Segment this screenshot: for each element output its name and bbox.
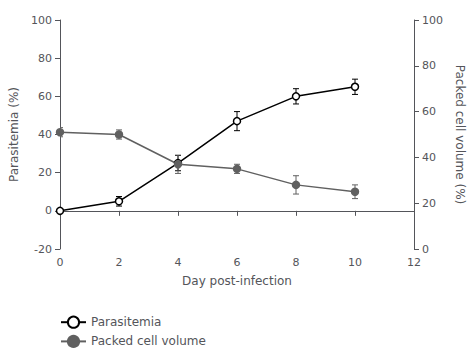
- svg-text:0: 0: [422, 243, 429, 256]
- svg-text:80: 80: [38, 52, 52, 65]
- svg-text:Parasitemia (%): Parasitemia (%): [7, 87, 21, 182]
- svg-text:20: 20: [422, 197, 436, 210]
- svg-text:0: 0: [57, 256, 64, 269]
- svg-text:10: 10: [348, 256, 362, 269]
- svg-text:40: 40: [38, 128, 52, 141]
- svg-text:6: 6: [234, 256, 241, 269]
- svg-text:20: 20: [38, 166, 52, 179]
- svg-text:Parasitemia: Parasitemia: [91, 315, 161, 329]
- svg-text:0: 0: [45, 204, 52, 217]
- svg-text:12: 12: [407, 256, 421, 269]
- svg-text:100: 100: [31, 14, 52, 27]
- svg-text:2: 2: [116, 256, 123, 269]
- svg-text:60: 60: [38, 90, 52, 103]
- svg-text:80: 80: [422, 59, 436, 72]
- svg-text:-20: -20: [34, 243, 52, 256]
- svg-text:Day post-infection: Day post-infection: [182, 274, 292, 288]
- svg-text:100: 100: [422, 14, 443, 27]
- svg-text:Packed cell volume: Packed cell volume: [91, 334, 206, 348]
- svg-text:40: 40: [422, 151, 436, 164]
- svg-text:8: 8: [293, 256, 300, 269]
- svg-text:Packed cell volume (%): Packed cell volume (%): [453, 65, 467, 204]
- svg-text:60: 60: [422, 105, 436, 118]
- svg-text:4: 4: [175, 256, 182, 269]
